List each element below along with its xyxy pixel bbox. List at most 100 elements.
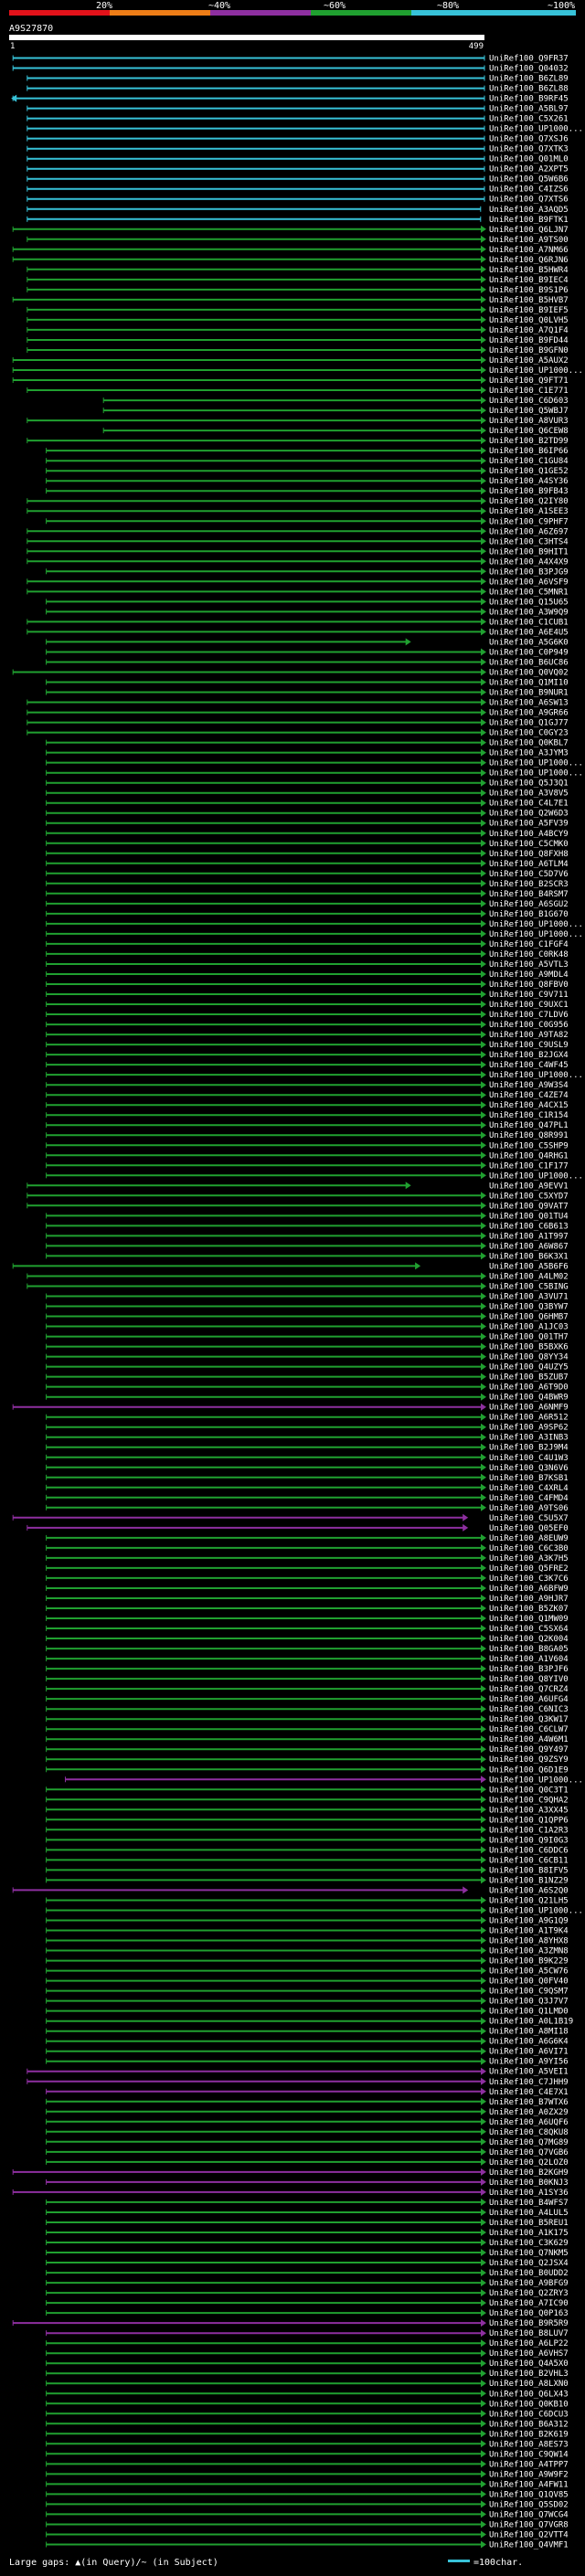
hit-id-label[interactable]: UniRef100_Q0LVH5 [489, 316, 569, 325]
hit-id-label[interactable]: UniRef100_A6R512 [489, 1414, 569, 1423]
hit-id-label[interactable]: UniRef100_Q05EF0 [489, 1524, 569, 1533]
hit-id-label[interactable]: UniRef100_Q0KB10 [489, 2400, 569, 2409]
hit-id-label[interactable]: UniRef100_C9V711 [489, 991, 569, 1000]
hit-id-label[interactable]: UniRef100_C6DCU3 [489, 2410, 569, 2419]
hit-id-label[interactable]: UniRef100_Q2JSX4 [489, 2259, 569, 2268]
hit-row[interactable]: UniRef100_UP1000... [46, 769, 583, 779]
hit-id-label[interactable]: UniRef100_Q2ZRY3 [489, 2289, 569, 2298]
hit-id-label[interactable]: UniRef100_A3JYM3 [489, 749, 569, 758]
hit-row[interactable]: UniRef100_C6C3B0 [46, 1543, 569, 1553]
hit-row[interactable]: UniRef100_A9TS06 [46, 1503, 569, 1513]
hit-id-label[interactable]: UniRef100_C6DDC6 [489, 1846, 569, 1855]
hit-row[interactable]: UniRef100_Q9VAT7 [27, 1202, 569, 1211]
hit-row[interactable]: UniRef100_Q0LVH5 [27, 315, 569, 325]
hit-id-label[interactable]: UniRef100_A3ZMN8 [489, 1947, 569, 1956]
hit-id-label[interactable]: UniRef100_UP1000... [489, 1907, 583, 1916]
hit-row[interactable]: UniRef100_A1SY36 [12, 2188, 569, 2198]
hit-id-label[interactable]: UniRef100_A6SGU2 [489, 900, 569, 909]
hit-id-label[interactable]: UniRef100_Q5FRE2 [489, 1564, 569, 1574]
hit-row[interactable]: UniRef100_Q2VTT4 [46, 2530, 569, 2540]
hit-row[interactable]: UniRef100_B5ZUB7 [46, 1373, 569, 1383]
hit-row[interactable]: UniRef100_Q9FR37 [12, 55, 569, 64]
hit-id-label[interactable]: UniRef100_C6B613 [489, 1222, 569, 1231]
hit-row[interactable]: UniRef100_Q0KBL7 [46, 738, 569, 748]
hit-row[interactable]: UniRef100_Q6RJN6 [12, 255, 569, 265]
hit-id-label[interactable]: UniRef100_B2JGX4 [489, 1051, 569, 1060]
hit-row[interactable]: UniRef100_A3VU71 [46, 1292, 569, 1302]
hit-id-label[interactable]: UniRef100_A7NM66 [489, 246, 569, 255]
hit-id-label[interactable]: UniRef100_A4FW11 [489, 2480, 569, 2489]
hit-row[interactable]: UniRef100_A4SY36 [46, 477, 569, 486]
hit-row[interactable]: UniRef100_Q6HMB7 [46, 1312, 569, 1322]
hit-row[interactable]: UniRef100_B7KSB1 [46, 1473, 569, 1483]
hit-id-label[interactable]: UniRef100_A8MI18 [489, 2028, 569, 2037]
hit-id-label[interactable]: UniRef100_Q21LH5 [489, 1897, 569, 1906]
hit-id-label[interactable]: UniRef100_B6UC86 [489, 659, 569, 668]
hit-row[interactable]: UniRef100_A5VEI1 [27, 2067, 569, 2077]
hit-row[interactable]: UniRef100_A6Z697 [27, 527, 569, 536]
hit-id-label[interactable]: UniRef100_B7KSB1 [489, 1474, 569, 1483]
hit-id-label[interactable]: UniRef100_B0UDD2 [489, 2269, 569, 2278]
hit-id-label[interactable]: UniRef100_A1SEE3 [489, 507, 569, 516]
hit-row[interactable]: UniRef100_C6CB11 [46, 1856, 569, 1865]
hit-id-label[interactable]: UniRef100_Q7CRZ4 [489, 1685, 569, 1694]
hit-row[interactable]: UniRef100_A1T9K4 [46, 1926, 569, 1936]
hit-row[interactable]: UniRef100_B5HVB7 [12, 295, 569, 305]
hit-id-label[interactable]: UniRef100_A4LM02 [489, 1273, 569, 1282]
hit-row[interactable]: UniRef100_C1R154 [46, 1111, 569, 1120]
hit-id-label[interactable]: UniRef100_Q1MI10 [489, 679, 569, 688]
hit-id-label[interactable]: UniRef100_Q1GJ77 [489, 719, 569, 728]
hit-row[interactable]: UniRef100_Q3KW17 [46, 1715, 569, 1724]
hit-row[interactable]: UniRef100_A9MDL4 [46, 970, 569, 980]
hit-id-label[interactable]: UniRef100_Q15U65 [489, 598, 569, 607]
hit-row[interactable]: UniRef100_B9S1P6 [27, 285, 569, 295]
hit-row[interactable]: UniRef100_Q4BWR9 [46, 1393, 569, 1403]
hit-id-label[interactable]: UniRef100_A3K7H5 [489, 1554, 569, 1564]
hit-id-label[interactable]: UniRef100_A4CX15 [489, 1101, 569, 1110]
hit-row[interactable]: UniRef100_B2TD99 [27, 437, 569, 446]
hit-id-label[interactable]: UniRef100_B9NUR1 [489, 689, 569, 698]
hit-id-label[interactable]: UniRef100_Q6D1E9 [489, 1765, 569, 1775]
hit-id-label[interactable]: UniRef100_C4U1W3 [489, 1454, 569, 1463]
hit-row[interactable]: UniRef100_Q5SD02 [46, 2500, 569, 2509]
hit-row[interactable]: UniRef100_B9NUR1 [46, 688, 569, 698]
hit-row[interactable]: UniRef100_Q7XTS6 [27, 196, 569, 205]
hit-row[interactable]: UniRef100_C9QSM7 [46, 1987, 569, 1997]
hit-id-label[interactable]: UniRef100_C9QHA2 [489, 1796, 569, 1805]
hit-id-label[interactable]: UniRef100_Q1GE52 [489, 467, 569, 476]
hit-row[interactable]: UniRef100_A6NMF9 [12, 1403, 569, 1413]
hit-id-label[interactable]: UniRef100_B6ZL89 [489, 75, 569, 84]
hit-id-label[interactable]: UniRef100_A6UFG4 [489, 1695, 569, 1704]
hit-row[interactable]: UniRef100_C5SHP9 [46, 1141, 569, 1150]
hit-id-label[interactable]: UniRef100_A9TS00 [489, 236, 569, 245]
hit-row[interactable]: UniRef100_C3HTS4 [27, 537, 569, 546]
hit-id-label[interactable]: UniRef100_Q6LJN7 [489, 226, 569, 235]
hit-row[interactable]: UniRef100_Q5W6B6 [27, 175, 569, 185]
hit-row[interactable]: UniRef100_A3K7H5 [46, 1553, 569, 1564]
hit-row[interactable]: UniRef100_Q8YY34 [46, 1352, 569, 1362]
hit-row[interactable]: UniRef100_B9IEF5 [27, 305, 569, 315]
hit-row[interactable]: UniRef100_A6VHS7 [46, 2349, 569, 2359]
hit-row[interactable]: UniRef100_Q47PL1 [46, 1121, 569, 1130]
hit-row[interactable]: UniRef100_C9UXC1 [46, 1001, 569, 1010]
hit-row[interactable]: UniRef100_A9TS00 [27, 235, 569, 245]
hit-id-label[interactable]: UniRef100_Q4RHG1 [489, 1151, 569, 1161]
hit-id-label[interactable]: UniRef100_C1FGF4 [489, 940, 569, 949]
hit-row[interactable]: UniRef100_B6K3X1 [46, 1252, 569, 1261]
hit-row[interactable]: UniRef100_Q0P163 [46, 2309, 569, 2318]
hit-id-label[interactable]: UniRef100_C3K7C6 [489, 1574, 569, 1584]
hit-row[interactable]: UniRef100_A6G6K4 [46, 2037, 569, 2047]
hit-row[interactable]: UniRef100_C9QW14 [46, 2450, 569, 2459]
hit-row[interactable]: UniRef100_Q01TU4 [46, 1212, 569, 1221]
hit-id-label[interactable]: UniRef100_A6BFW9 [489, 1585, 569, 1594]
hit-id-label[interactable]: UniRef100_B6ZL88 [489, 85, 569, 94]
hit-id-label[interactable]: UniRef100_A5FV39 [489, 820, 569, 829]
hit-id-label[interactable]: UniRef100_Q9FR37 [489, 55, 569, 64]
hit-row[interactable]: UniRef100_UP1000... [46, 758, 583, 769]
hit-row[interactable]: UniRef100_A7NM66 [12, 245, 569, 255]
hit-row[interactable]: UniRef100_Q0C3T1 [46, 1786, 569, 1795]
hit-row[interactable]: UniRef100_Q15U65 [46, 598, 569, 607]
hit-row[interactable]: UniRef100_Q8R991 [46, 1131, 569, 1140]
hit-id-label[interactable]: UniRef100_A4LUL5 [489, 2209, 569, 2218]
hit-row[interactable]: UniRef100_Q1MI10 [46, 678, 569, 688]
